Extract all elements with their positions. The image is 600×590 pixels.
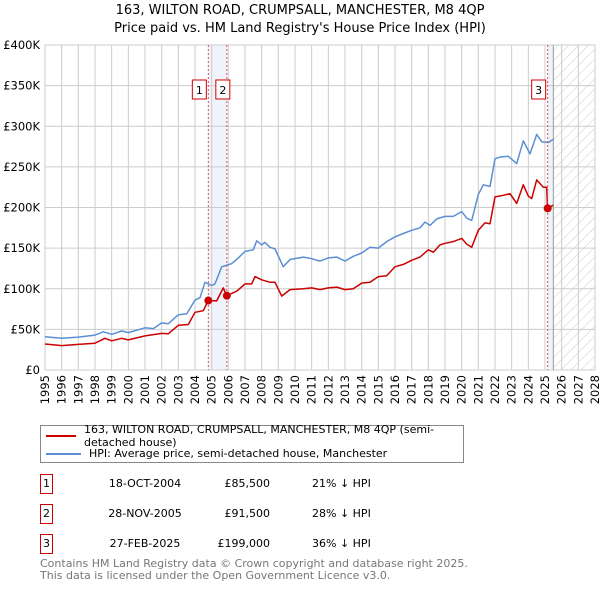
x-tick-label: 1997	[71, 375, 85, 404]
x-tick-label: 2004	[188, 375, 202, 404]
legend-item-hpi: HPI: Average price, semi-detached house,…	[41, 445, 463, 462]
x-tick-label: 2002	[155, 375, 169, 404]
x-tick-label: 2023	[505, 375, 519, 404]
sale-label-box	[191, 79, 207, 100]
sale-date: 27-FEB-2025	[109, 537, 181, 550]
sale-label-box	[531, 79, 547, 100]
sale-hpi-diff: 21% ↓ HPI	[312, 477, 371, 490]
x-tick-label: 2025	[538, 375, 552, 404]
x-tick-label: 2006	[221, 375, 235, 404]
price-paid-line	[44, 179, 554, 347]
sale-number-badge: 3	[40, 534, 53, 554]
hpi-line	[44, 133, 554, 340]
y-tick-label: £100K	[3, 282, 40, 296]
sale-hpi-diff: 36% ↓ HPI	[312, 537, 371, 550]
x-tick-label: 2016	[388, 375, 402, 404]
y-tick-label: £150K	[3, 241, 40, 255]
sale-date: 28-NOV-2005	[108, 507, 182, 520]
legend-label: HPI: Average price, semi-detached house,…	[89, 447, 388, 460]
y-tick-label: £400K	[3, 38, 40, 52]
x-tick-label: 1998	[88, 375, 102, 404]
legend-label: 163, WILTON ROAD, CRUMPSALL, MANCHESTER,…	[83, 422, 435, 449]
x-tick-label: 2019	[438, 375, 452, 404]
x-tick-label: 2012	[321, 375, 335, 404]
sale-point	[222, 291, 231, 300]
x-tick-label: 2013	[338, 375, 352, 404]
x-tick-label: 2003	[171, 375, 185, 404]
y-tick-label: £300K	[3, 119, 40, 133]
x-tick-label: 1995	[38, 375, 52, 404]
legend-item-property: 163, WILTON ROAD, CRUMPSALL, MANCHESTER,…	[41, 423, 463, 449]
x-tick-label: 2026	[555, 375, 569, 404]
x-tick-label: 2018	[421, 375, 435, 404]
subtitle: Price paid vs. HM Land Registry's House …	[114, 21, 486, 36]
x-tick-label: 2007	[238, 375, 252, 404]
x-tick-label: 2015	[371, 375, 385, 404]
price-chart: 1995 1996 1997 1998 1999 2000 2001 2002 2003 2004…	[3, 38, 600, 404]
x-tick-label: 2010	[288, 375, 302, 404]
sale-point	[543, 204, 552, 213]
x-tick-label: 2001	[138, 375, 152, 404]
footer: Contains HM Land Registry data © Crown c…	[40, 558, 468, 582]
sale-point	[204, 296, 213, 305]
x-tick-label: 2022	[488, 375, 502, 404]
sale-label-number: 2	[219, 84, 226, 97]
x-tick-label: 1999	[105, 375, 119, 404]
sale-row-2: 2 28-NOV-2005 £91,500 28% ↓ HPI	[40, 504, 371, 524]
x-tick-label: 2005	[205, 375, 219, 404]
y-tick-label: £350K	[3, 79, 40, 93]
x-tick-label: 2009	[271, 375, 285, 404]
y-tick-label: £50K	[11, 322, 41, 336]
y-tick-label: £200K	[3, 201, 40, 215]
sale-number-badge: 1	[40, 474, 53, 494]
sale-price: £199,000	[217, 537, 271, 550]
sale-label-number: 1	[196, 84, 203, 97]
y-tick-label: £0	[25, 363, 40, 377]
sale-price: £85,500	[224, 477, 271, 490]
chart-title: 163, WILTON ROAD, CRUMPSALL, MANCHESTER,…	[0, 2, 600, 38]
sale-hpi-diff: 28% ↓ HPI	[312, 507, 371, 520]
x-tick-label: 2028	[588, 375, 600, 404]
title: 163, WILTON ROAD, CRUMPSALL, MANCHESTER,…	[115, 3, 485, 18]
x-tick-label: 2014	[355, 375, 369, 404]
legend: 163, WILTON ROAD, CRUMPSALL, MANCHESTER,…	[40, 423, 464, 463]
x-tick-label: 2011	[305, 375, 319, 404]
sale-date: 18-OCT-2004	[108, 477, 182, 490]
footer-copyright: Contains HM Land Registry data © Crown c…	[40, 557, 468, 570]
x-tick-label: 2017	[405, 375, 419, 404]
x-tick-label: 1996	[55, 375, 69, 404]
x-tick-label: 2027	[571, 375, 585, 404]
x-tick-label: 2008	[255, 375, 269, 404]
sale-number-badge: 2	[40, 504, 53, 524]
footer-licence: This data is licensed under the Open Gov…	[40, 569, 391, 582]
sale-row-1: 1 18-OCT-2004 £85,500 21% ↓ HPI	[40, 474, 371, 494]
blue-line-swatch	[46, 452, 81, 455]
x-tick-label: 2021	[471, 375, 485, 404]
x-tick-label: 2000	[121, 375, 135, 404]
x-tick-label: 2024	[521, 375, 535, 404]
sale-label-number: 3	[535, 84, 542, 97]
x-tick-label: 2020	[455, 375, 469, 404]
sale-label-box	[215, 79, 231, 100]
y-tick-label: £250K	[3, 160, 40, 174]
sale-row-3: 3 27-FEB-2025 £199,000 36% ↓ HPI	[40, 534, 371, 554]
red-line-swatch	[46, 434, 76, 437]
sale-price: £91,500	[224, 507, 271, 520]
